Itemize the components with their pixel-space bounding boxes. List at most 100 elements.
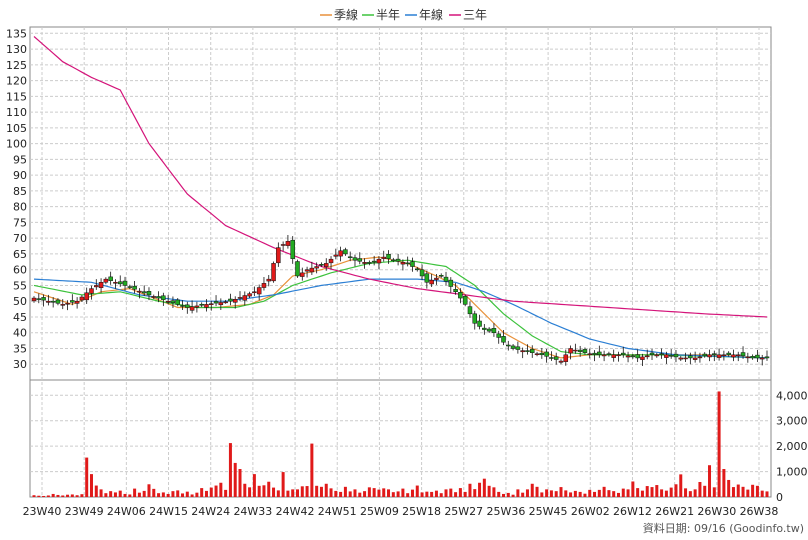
volume-bar <box>751 484 755 497</box>
volume-bar <box>185 491 189 497</box>
x-tick-label: 25W27 <box>444 505 483 518</box>
candle-up <box>716 354 722 358</box>
volume-bar <box>636 488 640 497</box>
candle-up <box>558 360 564 363</box>
volume-bar <box>492 487 496 497</box>
volume-bar <box>387 489 391 497</box>
price-tick-label: 110 <box>6 106 27 119</box>
candle-up <box>247 293 252 297</box>
volume-bar <box>487 485 491 497</box>
candle-down <box>117 281 123 285</box>
candle-up <box>707 354 712 358</box>
candle-down <box>539 352 545 356</box>
candle-up <box>534 353 540 355</box>
volume-bar <box>588 489 592 497</box>
candle-down <box>319 264 324 266</box>
volume-bar <box>334 490 338 497</box>
candle-down <box>347 256 353 259</box>
candle-up <box>151 296 157 298</box>
volume-bar <box>521 492 525 497</box>
volume-bar <box>161 492 165 497</box>
candle-down <box>419 269 425 277</box>
candle-up <box>520 350 525 353</box>
volume-bar <box>286 490 290 497</box>
volume-bar <box>583 493 587 497</box>
candle-down <box>712 353 717 356</box>
volume-bar <box>708 465 712 497</box>
candle-up <box>678 357 684 360</box>
ma-year-line <box>33 278 768 359</box>
volume-bar <box>281 472 285 497</box>
volume-bar <box>439 493 443 497</box>
candle-down <box>343 249 348 255</box>
x-tick-label: 24W24 <box>191 505 230 518</box>
volume-bar <box>626 489 630 497</box>
candle-down <box>213 301 219 304</box>
volume-bar <box>209 487 213 497</box>
legend-label-year: 年線 <box>419 7 443 22</box>
volume-bar <box>238 469 242 497</box>
volume-bar <box>190 494 194 497</box>
candle-down <box>156 296 161 299</box>
candle-up <box>285 241 291 246</box>
volume-bar <box>248 487 252 497</box>
candle-up <box>271 263 276 282</box>
candle-up <box>84 292 89 301</box>
candle-down <box>525 350 530 352</box>
volume-tick-label: 4,000 <box>776 389 808 402</box>
candle-up <box>98 282 104 288</box>
candle-down <box>621 352 626 356</box>
volume-bar <box>616 492 620 497</box>
candle-up <box>256 287 262 295</box>
volume-bar <box>315 485 319 497</box>
volume-bar <box>722 469 726 497</box>
price-tick-label: 75 <box>13 216 27 229</box>
volume-bar <box>717 391 721 497</box>
candle-up <box>89 288 94 294</box>
candle-down <box>357 258 363 262</box>
volume-bar <box>449 488 453 497</box>
candle-down <box>510 345 516 349</box>
candle-up <box>573 349 578 352</box>
volume-bar <box>348 491 352 497</box>
price-tick-label: 65 <box>13 248 27 261</box>
candle-down <box>127 286 133 288</box>
candle-up <box>616 354 621 357</box>
ma-3y-line <box>33 36 768 318</box>
candle-up <box>223 301 228 304</box>
candle-down <box>55 299 61 304</box>
volume-bar <box>267 481 271 497</box>
volume-bar <box>406 493 410 497</box>
candle-down <box>486 328 492 332</box>
candle-up <box>625 355 631 358</box>
candle-up <box>94 285 99 288</box>
candle-down <box>764 356 770 359</box>
volume-bar <box>645 486 649 497</box>
volume-bar <box>401 488 405 497</box>
price-tick-label: 115 <box>6 90 27 103</box>
candle-down <box>740 352 746 357</box>
candle-down <box>515 346 521 350</box>
price-tick-label: 120 <box>6 75 27 88</box>
price-tick-label: 40 <box>13 327 27 340</box>
candle-up <box>736 354 741 357</box>
candle-down <box>582 349 588 353</box>
candle-up <box>280 244 286 246</box>
candle-down <box>391 259 396 262</box>
volume-bar <box>660 489 664 497</box>
x-tick-label: 26W21 <box>655 505 694 518</box>
candle-up <box>218 302 224 306</box>
candle-down <box>553 356 559 360</box>
volume-bar <box>731 487 735 497</box>
volume-bar <box>391 492 395 497</box>
volume-bar <box>228 443 232 497</box>
volume-bar <box>755 485 759 497</box>
candle-down <box>438 275 444 277</box>
volume-plot-frame <box>29 379 772 498</box>
x-tick-label: 26W38 <box>740 505 779 518</box>
volume-bar <box>569 492 573 497</box>
price-tick-label: 70 <box>13 232 27 245</box>
volume-bar <box>554 491 558 497</box>
candle-down <box>108 276 113 281</box>
